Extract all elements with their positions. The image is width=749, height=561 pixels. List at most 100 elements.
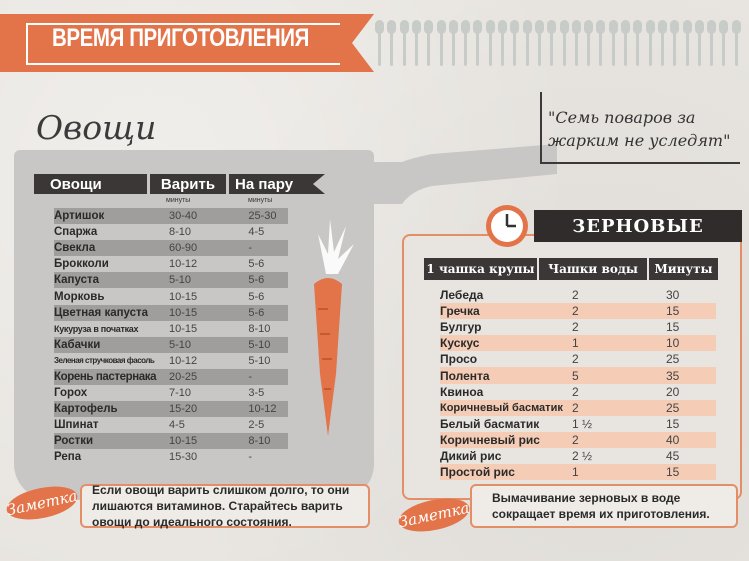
water-cups: 2 [572,400,579,415]
steam-time: 5-10 [248,338,271,351]
table-row: Корень пастернака 20-25 - [54,368,288,386]
steam-unit-label: минуты [248,197,273,204]
utensil-icon [731,20,741,66]
utensil-icon [547,20,557,66]
vegetable-name: Брокколи [54,258,109,271]
boil-time: 5-10 [169,338,192,351]
cook-minutes: 40 [666,432,680,447]
table-row: Кускус 1 10 [440,335,716,352]
table-row: Квиноа 2 20 [440,384,716,400]
water-cups: 2 [572,384,579,399]
boil-time: 4-5 [169,419,185,432]
table-row: Шпинат 4-5 2-5 [54,417,288,433]
banner-frame [26,23,340,65]
table-row: Лебеда 2 30 [440,287,716,303]
steam-time: 10-12 [248,403,277,416]
water-cups: 2 [572,432,579,447]
water-cups: 1 [572,336,579,351]
table-row: Картофель 15-20 10-12 [54,401,288,418]
utensil-icon [559,20,569,66]
table-row: Коричневый рис 2 40 [440,431,716,448]
grain-name: Белый басматик [440,416,540,431]
steam-time: 5-6 [248,290,265,303]
utensil-icon [608,20,618,66]
utensil-icon [584,20,594,66]
utensil-icon [534,20,544,66]
grain-name: Простой рис [440,465,515,480]
table-row: Кукуруза в початках 10-15 8-10 [54,321,288,337]
grains-column-minutes: Минуты [649,258,718,280]
boil-time: 15-30 [169,451,198,464]
steam-time: - [248,242,253,255]
cook-minutes: 15 [666,304,680,319]
steam-time: 5-6 [248,258,265,271]
utensil-icon [682,20,692,66]
grains-table: Лебеда 2 30 Гречка 2 15 Булгур 2 15 Кускус 1 10 … [440,287,716,481]
vegetable-name: Кукуруза в початках [54,323,139,334]
utensil-icon [387,20,397,66]
steam-time: - [248,451,253,464]
water-cups: 2 [572,320,579,335]
water-cups: 5 [572,368,579,383]
cook-minutes: 45 [666,448,680,463]
steam-time: 25-30 [248,210,277,223]
boil-time: 8-10 [169,226,192,239]
water-cups: 2 ½ [572,448,593,463]
table-row: Полента 5 35 [440,367,716,384]
header-banner [0,14,374,72]
utensil-icon [657,20,667,66]
steam-time: 5-6 [248,306,265,319]
utensil-icon [461,20,471,66]
water-cups: 1 [572,465,579,480]
boil-time: 5-10 [169,274,192,287]
boil-time: 10-15 [169,435,198,448]
pot-handle-illustration [372,144,557,208]
cook-minutes: 35 [666,368,680,383]
grain-name: Кускус [440,336,480,351]
grain-name: Гречка [440,304,480,319]
utensil-icon [375,20,384,66]
utensil-icon [621,20,630,66]
boil-time: 20-25 [169,370,198,383]
steam-time: 2-5 [248,419,265,432]
vegetable-name: Картофель [54,403,118,416]
utensil-icon [719,20,729,66]
cook-minutes: 15 [666,416,680,431]
boil-time: 10-12 [169,258,198,271]
grains-note: Вымачивание зерновых в воде сокращает вр… [470,484,738,528]
vegetables-title: Овощи [36,108,157,147]
vegetables-column-boil: Варить [150,174,226,194]
vegetable-name: Ростки [54,435,94,448]
page-title: ВРЕМЯ ПРИГОТОВЛЕНИЯ [52,24,309,52]
table-row: Капуста 5-10 5-6 [54,272,288,289]
cook-minutes: 15 [666,465,680,480]
boil-time: 60-90 [169,242,198,255]
vegetable-name: Морковь [54,290,105,303]
table-row: Просо 2 25 [440,351,716,367]
grain-name: Булгур [440,320,482,335]
steam-time: 3-5 [248,387,265,400]
vegetable-name: Горох [54,387,88,400]
steam-time: 8-10 [248,435,271,448]
cook-minutes: 20 [666,384,680,399]
vegetable-name: Кабачки [54,338,101,351]
grain-name: Коричневый рис [440,432,540,447]
vegetable-name: Спаржа [54,226,98,239]
vegetables-table: Артишок 30-40 25-30 Спаржа 8-10 4-5 Свекла 60… [54,208,288,466]
cook-minutes: 30 [666,288,680,303]
table-row: Булгур 2 15 [440,319,716,335]
steam-time: - [248,370,253,383]
utensil-icon [633,20,643,66]
utensil-icon [645,20,655,66]
quote-text: "Семь поваров за жарким не уследят" [548,106,730,152]
boil-time: 10-15 [169,290,198,303]
table-row: Артишок 30-40 25-30 [54,208,288,225]
utensil-icon [498,20,507,66]
table-row: Зеленая стручковая фасоль 10-12 5-10 [54,353,288,369]
grain-name: Коричневый басматик [440,401,563,414]
table-row: Репа 15-30 - [54,449,288,465]
table-row: Кабачки 5-10 5-10 [54,336,288,353]
utensil-icon [670,20,680,66]
grains-title: ЗЕРНОВЫЕ [534,210,742,242]
table-row: Белый басматик 1 ½ 15 [440,416,716,432]
